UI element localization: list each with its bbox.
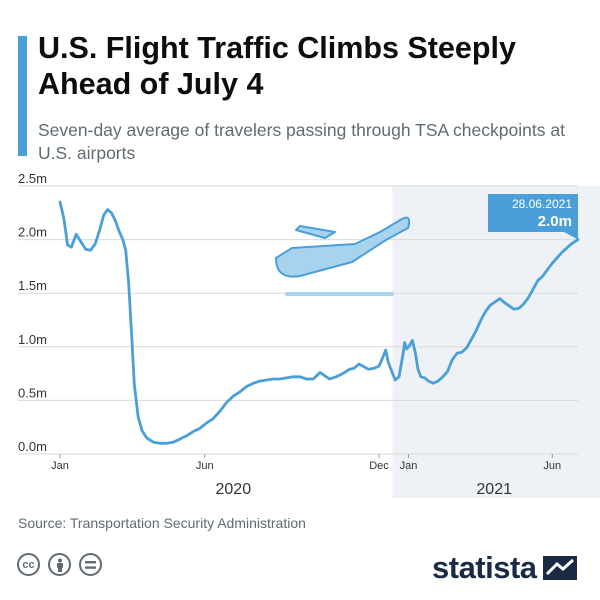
y-tick-label: 2.0m — [18, 225, 47, 240]
chart-subtitle: Seven-day average of travelers passing t… — [38, 120, 565, 163]
source-note: Source: Transportation Security Administ… — [18, 515, 306, 531]
y-tick-label: 2.5m — [18, 171, 47, 186]
x-tick-label: Jun — [196, 460, 214, 472]
statista-logo: statista — [432, 550, 577, 586]
no-derivatives-icon — [79, 553, 102, 576]
statista-logo-icon — [542, 556, 577, 580]
y-tick-label: 1.5m — [18, 278, 47, 293]
annotation-box — [488, 194, 578, 232]
creative-commons-icon: cc — [17, 553, 40, 576]
y-axis-labels: 0.0m 0.5m 1.0m 1.5m 2.0m 2.5m — [18, 171, 47, 454]
year-label: 2020 — [216, 481, 252, 498]
year-labels: 2020 2021 — [216, 481, 513, 498]
chart-title: U.S. Flight Traffic Climbs Steeply Ahead… — [38, 31, 516, 101]
airplane-body — [275, 216, 411, 278]
airplane-icon — [275, 216, 411, 296]
license-icons: cc — [17, 553, 102, 576]
annotation-date: 28.06.2021 — [512, 197, 572, 211]
x-tick-label: Jan — [51, 460, 69, 472]
x-tick-label: Dec — [369, 460, 389, 472]
annotation-pointer — [564, 232, 578, 240]
x-tick-label: Jun — [543, 460, 561, 472]
y-tick-label: 0.5m — [18, 385, 47, 400]
brand-name: statista — [432, 550, 537, 585]
annotation-value: 2.0m — [538, 213, 572, 230]
series-line-tsa-travelers — [58, 200, 580, 445]
y-tick-label: 1.0m — [18, 332, 47, 347]
x-axis-labels: Jan Jun Dec Jan Jun — [51, 454, 561, 472]
shade-2021-rect — [392, 186, 600, 498]
line-chart: 0.0m 0.5m 1.0m 1.5m 2.0m 2.5m Jan Jun Dec Jan Jun… — [18, 171, 600, 498]
x-tick-label: Jan — [400, 460, 418, 472]
last-value-annotation: 28.06.2021 2.0m — [488, 194, 578, 240]
year-label: 2021 — [476, 481, 512, 498]
y-tick-label: 0.0m — [18, 439, 47, 454]
attribution-person-icon — [48, 553, 71, 576]
airplane-wing — [295, 225, 336, 239]
shaded-2021-region — [392, 186, 600, 498]
title-accent-bar — [18, 36, 27, 156]
